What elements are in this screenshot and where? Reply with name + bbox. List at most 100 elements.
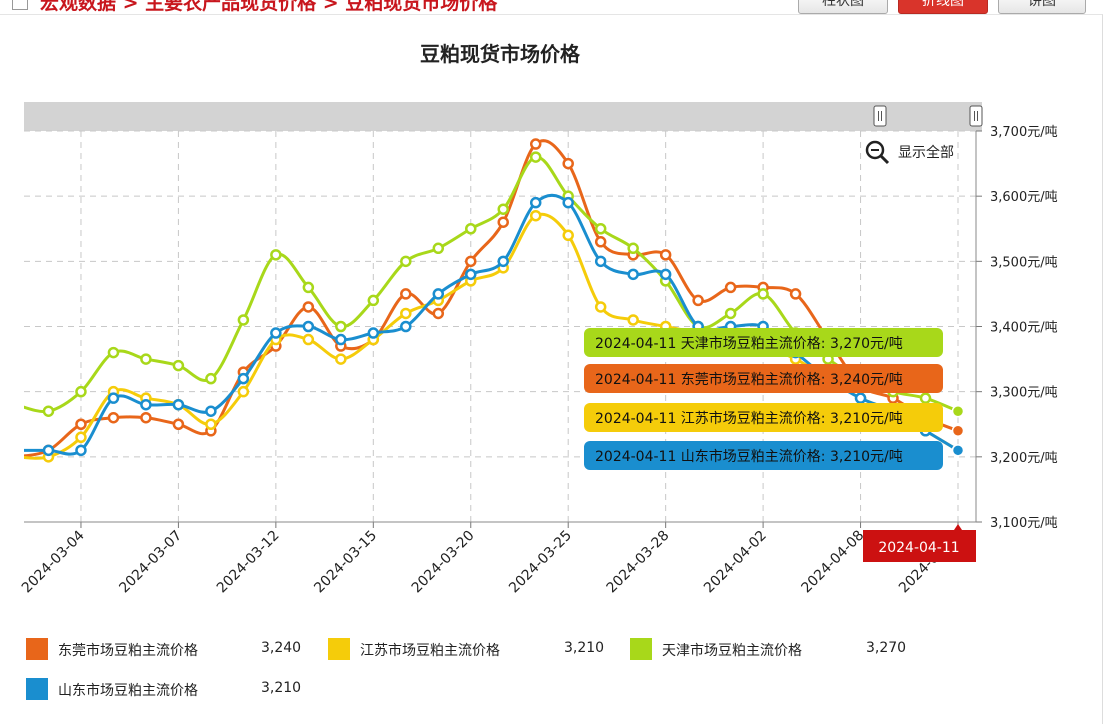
legend-swatch-jiangsu xyxy=(328,638,350,660)
data-point-shandong xyxy=(562,196,574,209)
tooltip-box-shandong xyxy=(584,441,943,470)
data-point-dongguan xyxy=(140,411,152,424)
data-point-jiangsu xyxy=(335,353,347,365)
data-point-shandong xyxy=(594,255,607,268)
data-point-tianjin xyxy=(140,353,152,365)
tooltip-tianjin: 2024-04-11 天津市场豆粕主流价格: 3,270元/吨 xyxy=(584,328,943,357)
data-point-jiangsu xyxy=(562,229,574,242)
data-point-jiangsu xyxy=(75,431,87,444)
data-point-dongguan xyxy=(172,418,185,430)
data-point-tianjin xyxy=(919,392,932,404)
hover-point-shandong xyxy=(951,444,965,457)
tooltip-jiangsu: 2024-04-11 江苏市场豆粕主流价格: 3,210元/吨 xyxy=(584,403,943,432)
line-chart-view-button[interactable]: 折线图 xyxy=(898,0,988,14)
data-point-dongguan xyxy=(724,281,737,294)
data-point-dongguan xyxy=(107,411,120,424)
data-point-shandong xyxy=(627,268,639,281)
data-point-shandong xyxy=(854,392,867,404)
x-tick-label: 2024-03-28 xyxy=(604,528,673,597)
legend-item-tianjin[interactable]: 天津市场豆粕主流价格 3,270 xyxy=(630,638,920,662)
data-point-dongguan xyxy=(12,452,21,461)
data-point-tianjin xyxy=(367,294,380,307)
range-handle-right[interactable] xyxy=(969,105,983,127)
x-tick-label: 2024-04-08 xyxy=(799,528,868,597)
legend-value-shandong: 3,210 xyxy=(261,680,302,696)
tooltip-text-dongguan: 2024-04-11 东莞市场豆粕主流价格: 3,240元/吨 xyxy=(595,371,903,388)
data-point-shandong xyxy=(172,398,185,411)
data-point-shandong xyxy=(659,268,672,281)
data-point-tianjin xyxy=(205,372,217,385)
data-point-shandong xyxy=(75,444,87,457)
data-point-shandong xyxy=(140,398,152,411)
data-point-dongguan xyxy=(594,236,607,248)
y-tick-label: 3,100元/吨 xyxy=(990,516,1058,531)
data-point-jiangsu xyxy=(12,452,21,461)
data-point-dongguan xyxy=(302,301,315,313)
hover-point-tianjin xyxy=(951,404,965,418)
y-tick-label: 3,700元/吨 xyxy=(990,125,1058,140)
x-tick-label: 2024-03-07 xyxy=(116,528,185,597)
data-point-shandong xyxy=(497,255,509,268)
data-point-dongguan xyxy=(75,418,87,430)
data-point-dongguan xyxy=(529,138,542,150)
reset-zoom-button[interactable]: 显示全部 xyxy=(865,140,954,165)
data-point-tianjin xyxy=(757,288,769,300)
legend-value-tianjin: 3,270 xyxy=(866,640,907,656)
data-point-tianjin xyxy=(172,359,185,372)
legend-item-jiangsu[interactable]: 江苏市场豆粕主流价格 3,210 xyxy=(328,638,618,662)
date-flag-pointer xyxy=(954,524,962,530)
data-point-tianjin xyxy=(465,223,477,235)
data-point-tianjin xyxy=(627,242,639,255)
legend-value-dongguan: 3,240 xyxy=(261,640,302,656)
x-tick-label: 2024-03-25 xyxy=(506,528,575,597)
zoom-out-icon-handle xyxy=(879,154,890,165)
range-handle-left[interactable] xyxy=(873,105,887,127)
data-point-shandong xyxy=(335,333,347,346)
page-icon xyxy=(12,0,28,10)
tooltip-dongguan: 2024-04-11 东莞市场豆粕主流价格: 3,240元/吨 xyxy=(584,364,943,393)
y-tick-label: 3,300元/吨 xyxy=(990,386,1058,401)
data-point-shandong xyxy=(205,405,217,417)
legend-item-shandong[interactable]: 山东市场豆粕主流价格 3,210 xyxy=(26,678,316,702)
data-point-tianjin xyxy=(724,307,737,320)
data-point-jiangsu xyxy=(594,301,607,313)
data-point-dongguan xyxy=(659,249,672,261)
data-point-shandong xyxy=(270,327,282,339)
legend-item-dongguan[interactable]: 东莞市场豆粕主流价格 3,240 xyxy=(26,638,316,662)
range-handle-right-box xyxy=(969,105,983,127)
data-point-shandong xyxy=(465,268,477,281)
data-point-tianjin xyxy=(432,242,445,255)
data-point-dongguan xyxy=(692,294,704,307)
y-tick-label: 3,600元/吨 xyxy=(990,190,1058,205)
reset-zoom-label: 显示全部 xyxy=(898,144,954,161)
legend-label-shandong: 山东市场豆粕主流价格 xyxy=(58,683,198,699)
x-tick-label: 2024-03-12 xyxy=(214,528,283,597)
data-point-jiangsu xyxy=(400,307,412,320)
chart-title: 豆粕现货市场价格 xyxy=(420,42,580,66)
data-point-dongguan xyxy=(432,307,445,320)
tooltip-text-tianjin: 2024-04-11 天津市场豆粕主流价格: 3,270元/吨 xyxy=(595,335,903,352)
data-point-tianjin xyxy=(335,320,347,333)
tooltip-box-tianjin xyxy=(584,328,943,357)
legend-value-jiangsu: 3,210 xyxy=(564,640,605,656)
data-point-jiangsu xyxy=(627,314,639,326)
x-tick-label: 2024-03-15 xyxy=(311,528,380,597)
data-point-shandong xyxy=(367,327,380,339)
hover-point-dongguan xyxy=(951,424,965,438)
data-point-jiangsu xyxy=(529,209,542,222)
data-point-dongguan xyxy=(562,157,574,170)
x-tick-label: 2024-03-20 xyxy=(409,528,478,597)
data-point-shandong xyxy=(302,320,315,333)
data-point-tianjin xyxy=(270,249,282,261)
bar-chart-view-button[interactable]: 柱状图 xyxy=(798,0,888,14)
data-point-tianjin xyxy=(529,151,542,163)
pie-chart-view-button[interactable]: 饼图 xyxy=(998,0,1086,14)
data-point-dongguan xyxy=(497,216,509,228)
data-point-shandong xyxy=(432,288,445,300)
tooltip-box-dongguan xyxy=(584,364,943,393)
range-handle-left-box xyxy=(873,105,887,127)
breadcrumb: 宏观数据 > 主要农产品现货价格 > 豆粕现货市场价格 xyxy=(40,0,498,14)
tooltip-text-shandong: 2024-04-11 山东市场豆粕主流价格: 3,210元/吨 xyxy=(595,448,903,465)
data-point-dongguan xyxy=(465,255,477,268)
